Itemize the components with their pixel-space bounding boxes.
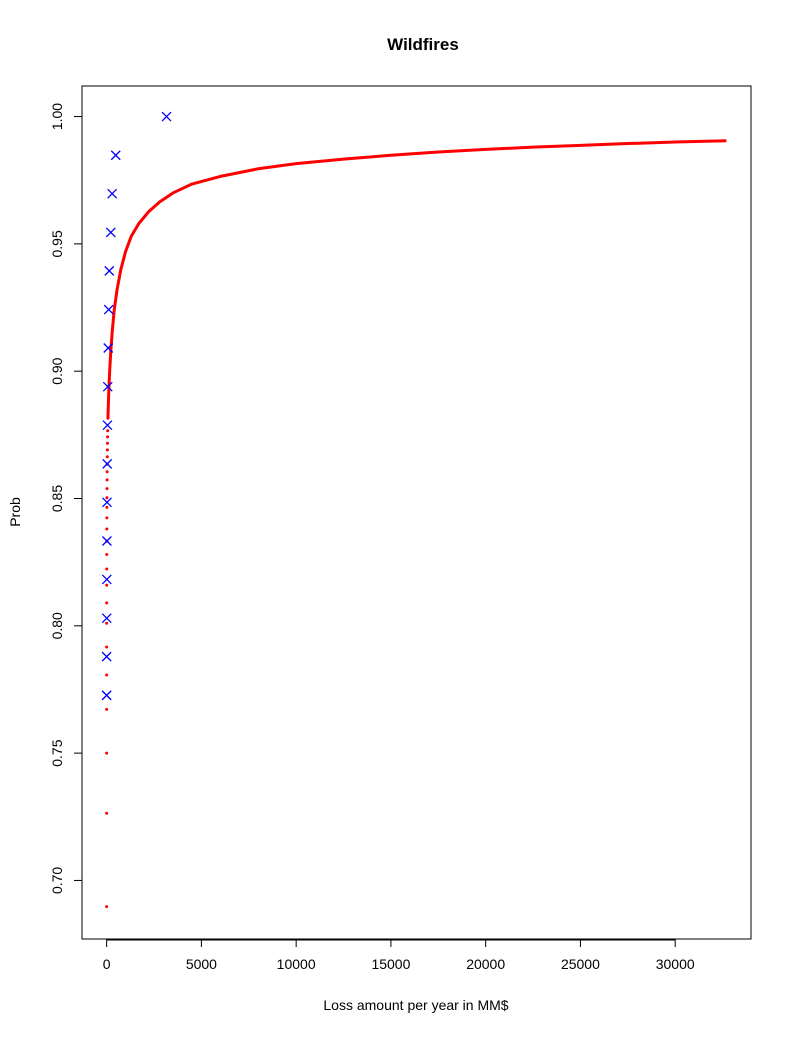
curve-point bbox=[106, 416, 110, 420]
curve-point bbox=[105, 478, 109, 482]
y-tick-label: 1.00 bbox=[49, 103, 65, 130]
observed-point bbox=[102, 497, 112, 508]
fitted-curve-line bbox=[106, 139, 727, 419]
observed-point bbox=[101, 536, 112, 546]
observed-point bbox=[110, 150, 121, 161]
curve-point bbox=[105, 496, 109, 500]
curve-point bbox=[106, 435, 110, 439]
y-axis: 0.70 0.75 0.80 0.85 0.90 0.95 1.00 bbox=[49, 103, 83, 894]
y-tick-label: 0.85 bbox=[49, 485, 65, 512]
x-tick-label: 15000 bbox=[371, 956, 410, 972]
plot-frame bbox=[81, 85, 752, 940]
observed-point bbox=[102, 381, 113, 392]
x-tick-label: 0 bbox=[103, 956, 111, 972]
curve-point bbox=[105, 707, 109, 711]
x-tick-label: 20000 bbox=[466, 956, 505, 972]
curve-point bbox=[105, 553, 109, 557]
curve-point bbox=[105, 645, 109, 649]
x-axis: 0 5000 10000 15000 20000 25000 30000 bbox=[103, 939, 695, 972]
observed-point bbox=[107, 188, 118, 199]
y-tick-label: 0.80 bbox=[49, 612, 65, 639]
curve-point bbox=[105, 527, 109, 531]
curve-point bbox=[105, 811, 109, 815]
fitted-curve-series bbox=[105, 139, 727, 909]
curve-point bbox=[105, 505, 109, 509]
curve-point bbox=[105, 905, 109, 909]
chart-title: Wildfires bbox=[387, 35, 459, 54]
x-tick-label: 10000 bbox=[277, 956, 316, 972]
y-tick-label: 0.95 bbox=[49, 230, 65, 257]
curve-point bbox=[105, 470, 109, 474]
observed-point bbox=[103, 343, 114, 353]
curve-point bbox=[105, 516, 109, 520]
observed-point bbox=[101, 574, 112, 585]
curve-point bbox=[106, 429, 110, 433]
y-tick-label: 0.90 bbox=[49, 357, 65, 384]
observed-point bbox=[105, 227, 116, 238]
observed-point bbox=[104, 265, 115, 276]
observed-point bbox=[102, 420, 113, 431]
curve-point bbox=[105, 583, 109, 587]
curve-point bbox=[105, 487, 109, 491]
curve-point bbox=[105, 751, 109, 755]
curve-point bbox=[105, 455, 109, 459]
observed-points-series bbox=[101, 111, 172, 701]
y-tick-label: 0.70 bbox=[49, 867, 65, 894]
y-axis-label: Prob bbox=[7, 497, 23, 527]
curve-point bbox=[105, 601, 109, 605]
observed-point bbox=[101, 651, 112, 662]
y-tick-label: 0.75 bbox=[49, 739, 65, 766]
curve-point bbox=[105, 441, 109, 445]
x-tick-label: 30000 bbox=[656, 956, 695, 972]
x-axis-label: Loss amount per year in MM$ bbox=[323, 997, 508, 1013]
observed-point bbox=[101, 690, 112, 701]
curve-point bbox=[105, 567, 109, 571]
observed-point bbox=[103, 304, 114, 315]
observed-point bbox=[102, 458, 113, 469]
curve-point bbox=[105, 448, 109, 452]
observed-point bbox=[101, 613, 112, 624]
x-tick-label: 5000 bbox=[186, 956, 217, 972]
observed-point bbox=[161, 111, 172, 122]
x-tick-label: 25000 bbox=[561, 956, 600, 972]
curve-point bbox=[105, 673, 109, 677]
curve-point bbox=[105, 621, 109, 625]
